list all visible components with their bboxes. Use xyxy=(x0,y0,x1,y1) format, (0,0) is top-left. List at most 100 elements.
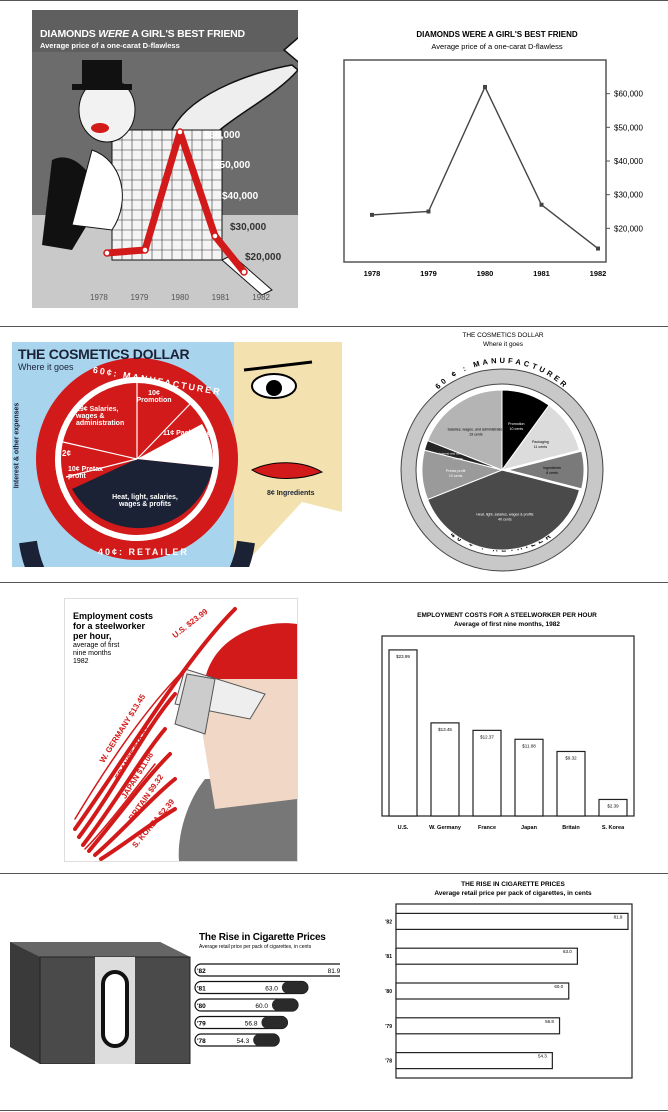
diamonds-art-ylabel-50000: $50,000 xyxy=(214,160,251,171)
cigarettes-bar-label: 81.9 xyxy=(614,914,623,919)
cigarettes-art-value: 54.3 xyxy=(237,1038,250,1045)
diamonds-point xyxy=(426,209,431,214)
cosmetics-art-retailer: 40¢: RETAILER xyxy=(98,547,189,557)
cosmetics-art-pretax: 10¢ Pretax profit xyxy=(68,466,104,480)
cigarettes-bar-label: 54.3 xyxy=(538,1054,547,1059)
diamonds-art-subtitle: Average price of a one-carat D-flawless xyxy=(40,41,180,50)
diamonds-art-xlabel-1979: 1979 xyxy=(130,293,149,302)
diamonds-illustration-art xyxy=(32,10,298,308)
cosmetics-slice-label: Heat, light, salaries, wages & profits xyxy=(476,512,533,516)
cigarettes-illustration-art: '82 81.9 '81 63.0 '80 60.0 '79 56.8 '78 54.3 xyxy=(10,942,340,1064)
diamonds-art-title-part-2: WERE xyxy=(98,28,129,40)
cosmetics-slice-label: Ingredients xyxy=(543,466,561,470)
diamonds-plain-title: DIAMONDS WERE A GIRL'S BEST FRIEND xyxy=(416,30,578,39)
cosmetics-slice-label: Packaging xyxy=(532,440,549,444)
cosmetics-pie-chart: 60 ¢ : MANUFACTURER 40 ¢ : RETAILER Prom… xyxy=(400,356,604,572)
cosmetics-slice-label: Promotion xyxy=(508,422,524,426)
divider-2 xyxy=(0,582,668,583)
cosmetics-art-heat: Heat, light, salaries, wages & profits xyxy=(112,494,178,508)
steel-plain-chart: EMPLOYMENT COSTS FOR A STEELWORKER PER H… xyxy=(372,604,642,844)
steel-category-label: S. Korea xyxy=(602,825,625,831)
cosmetics-art-title: THE COSMETICS DOLLAR xyxy=(18,346,190,362)
cosmetics-art-packaging: 11¢ Packaging xyxy=(162,430,212,437)
steel-plain-subtitle: Average of first nine months, 1982 xyxy=(454,621,560,628)
cigarettes-art-year: '78 xyxy=(197,1038,206,1045)
steel-plain-title: EMPLOYMENT COSTS FOR A STEELWORKER PER H… xyxy=(417,612,597,619)
cosmetics-slice-value: 10 cents xyxy=(449,474,463,478)
cigarettes-bar-label: 60.0 xyxy=(554,984,563,989)
cosmetics-plain-chart: THE COSMETICS DOLLAR Where it goes 60 ¢ … xyxy=(388,330,618,578)
steel-bar xyxy=(556,750,586,817)
steel-bar-label: $12.37 xyxy=(480,734,494,739)
cigarettes-art-year: '79 xyxy=(197,1021,206,1028)
cosmetics-slice-value: 11 cents xyxy=(534,445,548,449)
diamonds-point xyxy=(370,212,374,217)
steel-bar xyxy=(430,722,460,817)
diamonds-point xyxy=(539,202,544,207)
steel-bar-label: $11.08 xyxy=(522,743,536,748)
cigarettes-art-stick xyxy=(194,963,340,977)
cosmetics-illustration-art xyxy=(19,342,342,567)
cigarettes-art-stick-filter xyxy=(253,1034,280,1046)
steel-art-title: Employment costs for a steelworker per h… xyxy=(73,611,153,641)
cigarettes-bar xyxy=(395,1017,561,1035)
diamonds-plot-frame xyxy=(343,59,607,263)
diamonds-ytick-label: $20,000 xyxy=(614,224,643,233)
cosmetics-pie-slice xyxy=(426,389,503,471)
cigarettes-art-year: '80 xyxy=(197,1003,206,1010)
steel-art-subtitle-line-1: average of first xyxy=(73,642,120,649)
steel-category-label: Japan xyxy=(521,825,538,831)
steel-art-title-line-2: for a steelworker xyxy=(73,621,146,631)
cigarettes-plain-title: THE RISE IN CIGARETTE PRICES xyxy=(461,881,565,888)
cigarettes-bar xyxy=(395,912,629,930)
steel-art-subtitle-line-2: nine months xyxy=(73,650,112,657)
steel-bar xyxy=(514,738,544,817)
steel-bar-label: $13.45 xyxy=(438,727,452,732)
cosmetics-art-salaries: 19¢ Salaries, wages & administration xyxy=(76,406,125,427)
cigarettes-bar-label: 63.0 xyxy=(563,949,572,954)
diamonds-art-xlabel-1978: 1978 xyxy=(90,293,108,302)
cosmetics-plain-subtitle: Where it goes xyxy=(482,341,524,348)
cigarettes-category-label: '79 xyxy=(385,1024,392,1030)
cigarettes-plain-chart: THE RISE IN CIGARETTE PRICES Average ret… xyxy=(368,878,658,1092)
diamonds-xtick-label: 1978 xyxy=(364,269,381,278)
cosmetics-slice-label: Salaries, wages, and administration xyxy=(448,428,505,432)
cigarettes-art-year: '81 xyxy=(197,986,206,993)
cosmetics-art-subtitle: Where it goes xyxy=(18,362,74,372)
diamonds-plain-subtitle: Average price of a one-carat D-flawless xyxy=(431,42,563,51)
steel-bar-chart: $23.99 U.S. $13.45 W. Germany $12.37 France $1… xyxy=(381,635,635,831)
cosmetics-slice-value: 10 cents xyxy=(510,427,524,431)
cosmetics-slice-label: Pretax profit xyxy=(446,469,465,473)
steel-plot-frame xyxy=(381,635,635,817)
cigarettes-category-label: '81 xyxy=(385,954,392,960)
divider-1 xyxy=(0,326,668,327)
diamonds-point xyxy=(483,84,487,89)
cigarettes-art-value: 81.9 xyxy=(328,968,340,975)
diamonds-ytick-label: $40,000 xyxy=(614,157,643,166)
diamonds-art-xlabels: 1978 1979 1980 1981 1982 xyxy=(90,293,270,302)
divider-top xyxy=(0,0,668,1)
cosmetics-slice-value: 19 cents xyxy=(469,433,483,437)
cigarettes-art-subtitle: Average retail price per pack of cigaret… xyxy=(199,944,312,950)
steel-bar-label: $2.39 xyxy=(607,803,619,808)
diamonds-ytick-label: $30,000 xyxy=(614,191,643,200)
steel-bar xyxy=(388,649,418,817)
cigarettes-art-stick-filter xyxy=(281,981,308,994)
steel-art-title-line-1: Employment costs xyxy=(73,611,154,621)
diamonds-art-title-part-1: DIAMONDS xyxy=(40,28,99,40)
steel-illustration-art xyxy=(73,607,297,861)
steel-category-label: Britain xyxy=(562,825,580,831)
diamonds-illustration: DIAMONDS WERE A GIRL'S BEST FRIEND Avera… xyxy=(32,10,298,308)
steel-bar-label: $23.99 xyxy=(396,654,410,659)
diamonds-art-ylabel-60000: $60,000 xyxy=(204,130,241,141)
cosmetics-pie-slice xyxy=(500,404,581,471)
steel-category-label: W. Germany xyxy=(429,825,462,831)
cosmetics-art-ingredients: 8¢ Ingredients xyxy=(267,490,315,497)
steel-category-label: U.S. xyxy=(398,825,409,831)
steel-bar xyxy=(598,798,628,817)
diamonds-art-ylabel-30000: $30,000 xyxy=(230,222,267,233)
steel-bar-label: $9.32 xyxy=(565,755,577,760)
cigarettes-category-label: '80 xyxy=(385,989,392,995)
cigarettes-illustration: '82 81.9 '81 63.0 '80 60.0 '79 56.8 '78 54.3 The … xyxy=(5,922,340,1064)
diamonds-plain-chart: DIAMONDS WERE A GIRL'S BEST FRIEND Avera… xyxy=(330,20,664,296)
